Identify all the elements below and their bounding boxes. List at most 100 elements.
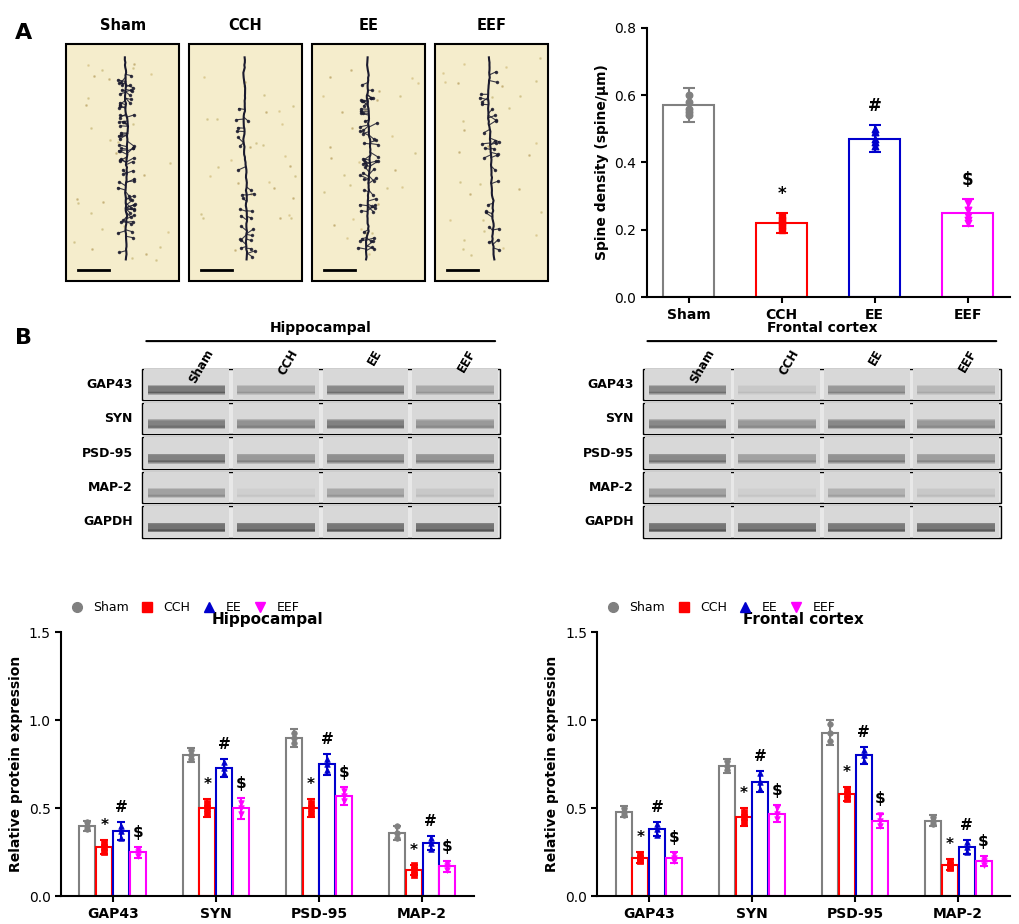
Bar	[916, 389, 994, 395]
Point	[129, 848, 146, 863]
Bar	[237, 524, 314, 530]
Bar	[648, 388, 726, 394]
Text: MAP-2: MAP-2	[88, 481, 132, 494]
Point	[665, 854, 682, 869]
Bar	[326, 455, 404, 461]
Bar	[916, 456, 994, 462]
Point	[79, 815, 96, 830]
Bar	[738, 388, 815, 394]
Bar	[648, 526, 726, 532]
Bar	[665, 857, 682, 896]
Bar	[237, 525, 314, 530]
Point	[439, 862, 455, 877]
Point	[422, 831, 438, 845]
Bar	[662, 105, 713, 298]
Bar	[237, 456, 314, 462]
Bar	[916, 488, 994, 494]
Bar	[648, 455, 726, 460]
Bar	[648, 419, 726, 425]
Bar	[326, 525, 404, 530]
Bar	[734, 506, 819, 538]
Point	[182, 748, 199, 763]
Bar	[326, 492, 404, 497]
Bar	[416, 491, 493, 497]
Bar	[916, 455, 994, 461]
Bar	[237, 457, 314, 464]
Point	[941, 861, 957, 876]
Bar	[648, 490, 726, 495]
Bar	[237, 523, 314, 529]
Text: Hippocampal: Hippocampal	[270, 321, 371, 334]
Point	[302, 801, 318, 816]
Point	[182, 751, 199, 766]
Point	[959, 209, 975, 224]
Point	[772, 223, 789, 237]
Bar	[237, 422, 314, 429]
Bar	[738, 491, 815, 497]
Text: GAPDH: GAPDH	[584, 516, 634, 529]
Bar	[823, 369, 909, 400]
Bar	[326, 525, 404, 531]
Bar	[326, 524, 404, 530]
Bar	[326, 492, 404, 498]
Bar	[148, 385, 225, 392]
Bar	[182, 756, 199, 896]
Bar	[738, 387, 815, 393]
Bar	[827, 523, 905, 529]
Bar	[916, 423, 994, 429]
Bar	[734, 403, 819, 434]
Point	[199, 806, 215, 821]
Bar	[738, 490, 815, 495]
Bar	[416, 420, 493, 427]
Point	[302, 796, 318, 810]
Point	[216, 766, 232, 781]
Bar	[916, 422, 994, 429]
Point	[717, 759, 734, 773]
Bar	[648, 454, 726, 460]
Text: MAP-2: MAP-2	[589, 481, 634, 494]
Bar	[148, 456, 225, 462]
Bar	[326, 455, 404, 460]
Bar	[912, 506, 998, 538]
Bar	[326, 456, 404, 462]
Bar	[148, 385, 225, 391]
Bar	[148, 524, 225, 530]
Point	[285, 730, 302, 745]
Bar	[416, 422, 493, 429]
Bar	[916, 386, 994, 392]
Bar	[738, 389, 815, 395]
Bar	[416, 492, 493, 497]
Bar	[648, 524, 726, 530]
Bar	[237, 456, 314, 463]
Bar	[916, 492, 994, 498]
Point	[96, 845, 112, 859]
Bar	[738, 420, 815, 426]
Bar	[144, 472, 229, 504]
Point	[648, 822, 664, 837]
Bar	[823, 472, 909, 504]
Bar	[648, 422, 726, 428]
Bar	[416, 525, 493, 531]
Bar	[827, 491, 905, 497]
Bar	[412, 437, 497, 468]
Text: EE: EE	[866, 347, 886, 368]
Bar	[142, 437, 499, 468]
Bar	[974, 861, 990, 896]
Bar	[738, 456, 815, 462]
Bar	[148, 489, 225, 495]
Point	[336, 794, 353, 808]
Bar	[148, 527, 225, 532]
Point	[772, 213, 789, 227]
Text: EEF: EEF	[955, 347, 978, 375]
Bar	[416, 420, 493, 426]
Bar	[416, 455, 493, 461]
Text: #: #	[856, 724, 869, 739]
Point	[958, 834, 974, 849]
Point	[866, 139, 882, 153]
Bar	[648, 420, 726, 427]
Text: SYN: SYN	[104, 412, 132, 425]
Point	[285, 725, 302, 740]
Bar	[648, 456, 726, 462]
Bar	[416, 423, 493, 429]
Text: $: $	[338, 765, 350, 780]
